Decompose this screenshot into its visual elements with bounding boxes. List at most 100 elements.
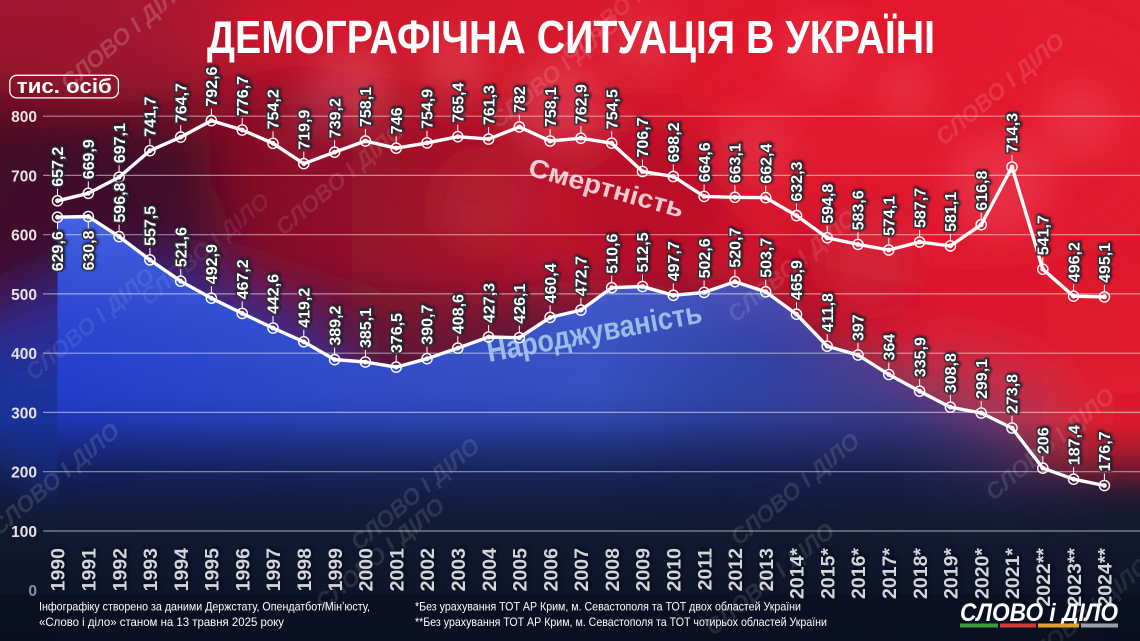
svg-text:460,4: 460,4: [543, 263, 560, 303]
svg-text:1991: 1991: [79, 548, 101, 592]
svg-text:664,6: 664,6: [697, 142, 714, 182]
svg-text:206: 206: [1036, 427, 1053, 454]
svg-text:492,9: 492,9: [204, 244, 221, 284]
svg-text:2007: 2007: [571, 548, 593, 591]
svg-text:2018*: 2018*: [910, 548, 932, 599]
svg-text:0: 0: [28, 583, 37, 600]
svg-text:1999: 1999: [325, 548, 347, 592]
svg-text:2005: 2005: [510, 548, 532, 592]
svg-text:100: 100: [11, 524, 37, 541]
svg-text:1997: 1997: [263, 548, 285, 591]
svg-text:300: 300: [11, 405, 37, 422]
svg-text:706,7: 706,7: [635, 117, 652, 157]
svg-text:400: 400: [11, 346, 37, 363]
svg-text:2017*: 2017*: [879, 548, 901, 599]
svg-text:754,2: 754,2: [266, 89, 283, 129]
svg-text:*Без урахування ТОТ АР Крим, м: *Без урахування ТОТ АР Крим, м. Севастоп…: [415, 601, 801, 614]
svg-text:442,6: 442,6: [266, 274, 283, 314]
svg-text:426,1: 426,1: [512, 284, 529, 324]
svg-text:500: 500: [11, 287, 37, 304]
svg-text:698,2: 698,2: [666, 122, 683, 162]
svg-text:583,6: 583,6: [851, 190, 868, 230]
svg-text:2019*: 2019*: [941, 548, 963, 599]
svg-text:«Слово і діло» станом на 13 тр: «Слово і діло» станом на 13 травня 2025 …: [39, 616, 284, 629]
svg-text:2023**: 2023**: [1064, 548, 1086, 607]
svg-text:2022**: 2022**: [1033, 548, 1055, 607]
svg-text:408,6: 408,6: [451, 294, 468, 334]
svg-text:739,2: 739,2: [327, 98, 344, 138]
svg-text:2010: 2010: [664, 548, 686, 592]
svg-text:ДЕМОГРАФІЧНА СИТУАЦІЯ В УКРАЇН: ДЕМОГРАФІЧНА СИТУАЦІЯ В УКРАЇНІ: [207, 11, 935, 63]
svg-text:1990: 1990: [48, 548, 70, 592]
svg-text:1995: 1995: [202, 548, 224, 592]
svg-text:600: 600: [11, 228, 37, 245]
svg-text:1992: 1992: [109, 548, 131, 592]
svg-text:663,1: 663,1: [728, 143, 745, 183]
svg-text:657,2: 657,2: [50, 147, 67, 187]
svg-text:662,4: 662,4: [758, 144, 775, 184]
svg-text:2011: 2011: [694, 548, 716, 590]
svg-text:2024**: 2024**: [1095, 548, 1117, 607]
svg-text:411,8: 411,8: [820, 293, 837, 332]
svg-text:2000: 2000: [356, 548, 378, 592]
svg-text:510,6: 510,6: [604, 234, 621, 274]
svg-text:467,2: 467,2: [235, 259, 252, 299]
svg-text:376,5: 376,5: [389, 313, 406, 353]
svg-text:Інфографіку створено за даними: Інфографіку створено за даними Держстату…: [39, 601, 370, 614]
svg-text:385,1: 385,1: [358, 308, 375, 348]
svg-text:1996: 1996: [232, 548, 254, 592]
svg-text:557,5: 557,5: [143, 206, 160, 246]
svg-text:632,3: 632,3: [789, 161, 806, 201]
svg-text:741,7: 741,7: [143, 97, 160, 137]
svg-text:419,2: 419,2: [297, 288, 314, 328]
svg-text:1993: 1993: [140, 548, 162, 592]
svg-text:541,7: 541,7: [1036, 215, 1053, 255]
svg-text:596,8: 596,8: [112, 182, 129, 222]
svg-text:СЛОВО і ДІЛО: СЛОВО і ДІЛО: [960, 599, 1118, 627]
svg-text:782: 782: [512, 86, 529, 113]
svg-text:629,6: 629,6: [50, 231, 67, 271]
svg-text:2008: 2008: [602, 548, 624, 592]
svg-text:2014*: 2014*: [787, 548, 809, 599]
svg-text:472,7: 472,7: [574, 256, 591, 296]
svg-text:390,7: 390,7: [420, 305, 437, 345]
svg-text:587,7: 587,7: [912, 188, 929, 228]
svg-text:521,6: 521,6: [173, 227, 190, 267]
svg-text:389,2: 389,2: [327, 305, 344, 345]
svg-text:792,6: 792,6: [204, 66, 221, 106]
svg-text:2013: 2013: [756, 548, 778, 592]
svg-text:427,3: 427,3: [481, 283, 498, 323]
svg-text:299,1: 299,1: [974, 359, 991, 399]
svg-text:776,7: 776,7: [235, 76, 252, 116]
svg-text:630,8: 630,8: [81, 230, 98, 270]
svg-text:512,5: 512,5: [635, 232, 652, 272]
svg-text:496,2: 496,2: [1066, 242, 1083, 282]
svg-text:2012: 2012: [725, 548, 747, 592]
svg-text:1998: 1998: [294, 548, 316, 592]
svg-text:503,7: 503,7: [758, 238, 775, 278]
svg-text:2016*: 2016*: [848, 548, 870, 599]
svg-text:308,8: 308,8: [943, 353, 960, 393]
svg-text:697,1: 697,1: [112, 123, 129, 163]
svg-text:746: 746: [389, 107, 406, 134]
svg-text:758,1: 758,1: [543, 87, 560, 127]
svg-text:764,7: 764,7: [173, 83, 190, 123]
svg-text:364: 364: [882, 334, 899, 361]
svg-text:765,4: 765,4: [451, 83, 468, 123]
svg-text:2015*: 2015*: [818, 548, 840, 599]
svg-text:200: 200: [11, 465, 37, 482]
svg-text:594,8: 594,8: [820, 184, 837, 224]
svg-text:465,9: 465,9: [789, 260, 806, 300]
svg-text:2003: 2003: [448, 548, 470, 592]
svg-text:581,1: 581,1: [943, 192, 960, 232]
svg-text:497,7: 497,7: [666, 241, 683, 281]
svg-text:714,3: 714,3: [1005, 113, 1022, 153]
svg-text:669,9: 669,9: [81, 139, 98, 179]
svg-text:761,3: 761,3: [481, 85, 498, 125]
svg-text:502,6: 502,6: [697, 238, 714, 278]
svg-text:2004: 2004: [479, 548, 501, 592]
svg-text:397: 397: [851, 314, 868, 341]
svg-text:187,4: 187,4: [1066, 425, 1083, 465]
svg-text:754,9: 754,9: [420, 89, 437, 129]
svg-text:273,8: 273,8: [1005, 374, 1022, 414]
